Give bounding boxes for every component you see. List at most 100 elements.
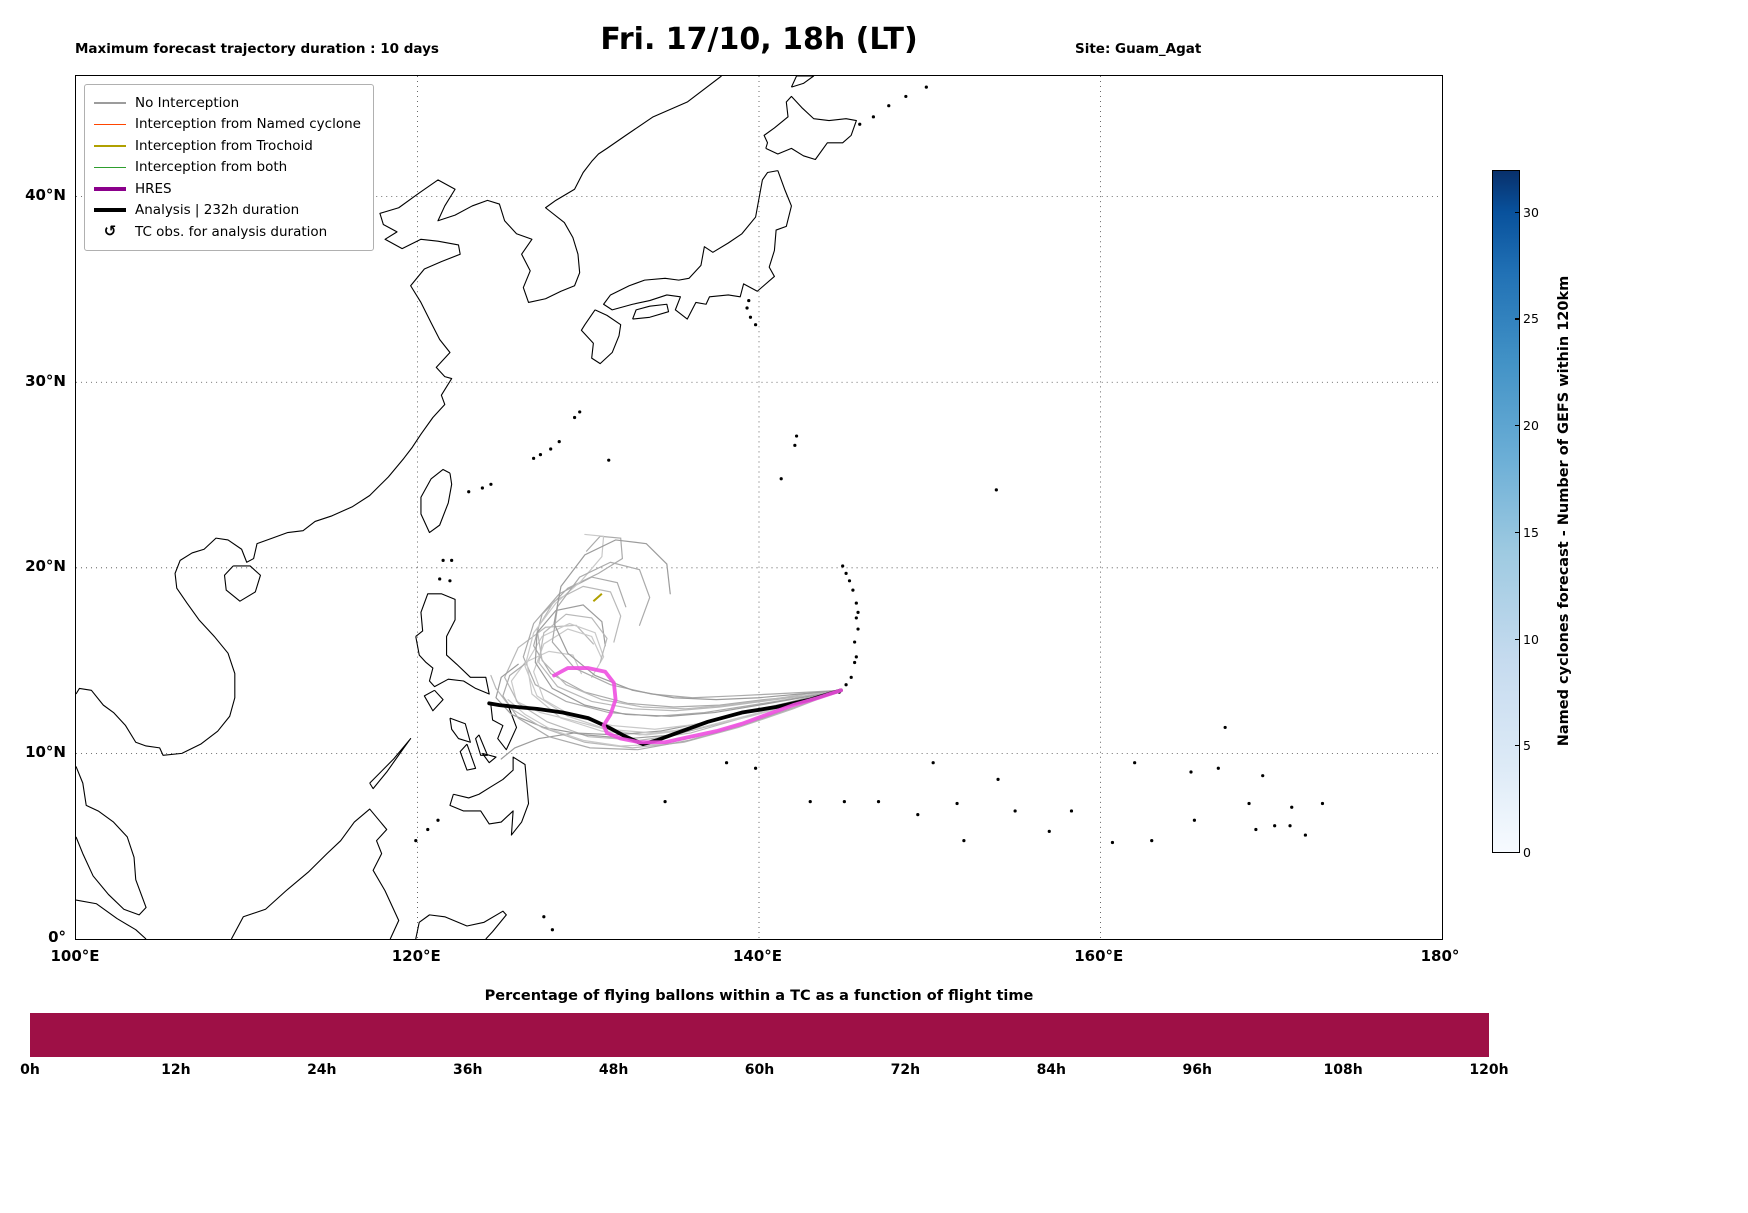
legend-label: No Interception [135, 94, 240, 111]
island-dot [550, 928, 554, 932]
island-dot [858, 122, 862, 126]
island-dot [426, 827, 430, 832]
island-dot [1013, 809, 1017, 813]
gefs-trajectory [522, 576, 842, 717]
colorbar [1492, 170, 1520, 853]
legend-item-hres: HRES [94, 178, 361, 200]
trochoid-mark [592, 593, 603, 602]
lat-tick-label: 30°N [25, 371, 66, 390]
legend-label: Analysis | 232h duration [135, 202, 300, 219]
gefs-trajectory [502, 661, 842, 751]
legend-item-named-cyclone: Interception from Named cyclone [94, 114, 361, 136]
island-dot [1223, 725, 1227, 730]
island-dot [994, 488, 998, 492]
coastline [223, 565, 261, 602]
island-dot [1254, 827, 1258, 832]
island-dot [856, 627, 860, 631]
island-dot [745, 306, 749, 310]
island-dot [438, 577, 442, 581]
gefs-trajectory [526, 622, 842, 736]
figure-title: Fri. 17/10, 18h (LT) [600, 22, 918, 57]
island-dot [1047, 829, 1051, 833]
island-dot [414, 839, 418, 843]
island-dot [441, 558, 445, 562]
island-dot [557, 440, 561, 444]
line-swatch [94, 123, 126, 125]
island-dot [844, 683, 848, 687]
line-swatch [94, 166, 126, 168]
lon-tick-label: 140°E [732, 947, 783, 965]
gefs-trajectory [538, 613, 842, 712]
island-dot [1110, 840, 1115, 845]
legend-item-analysis: Analysis | 232h duration [94, 200, 361, 222]
island-dot [849, 675, 853, 679]
gefs-trajectory [524, 533, 842, 734]
island-dot [1261, 774, 1265, 778]
island-dot [808, 800, 812, 804]
line-swatch [94, 208, 126, 213]
coastline [449, 756, 530, 836]
island-dot [854, 601, 858, 605]
line-swatch [94, 186, 126, 191]
island-dot [779, 477, 783, 481]
island-dot [436, 818, 440, 822]
map-panel: No Interception Interception from Named … [75, 75, 1443, 940]
coastline [490, 704, 518, 751]
bottom-chart-title: Percentage of flying ballons within a TC… [484, 988, 1034, 1004]
flight-time-tick-label: 60h [744, 1062, 775, 1078]
flight-time-tick-label: 120h [1469, 1062, 1509, 1078]
site-text: Site: Guam_Agat [1075, 41, 1202, 57]
coastline [423, 689, 444, 712]
island-dot [1216, 766, 1220, 770]
tc-obs-icon: ↺ [103, 222, 117, 241]
lon-tick-label: 120°E [391, 947, 441, 965]
island-dot [1133, 761, 1137, 765]
island-dot [854, 655, 858, 659]
coastline [415, 593, 490, 695]
line-swatch [94, 145, 126, 147]
island-dot [851, 588, 855, 592]
legend-item-tc-obs: ↺ TC obs. for analysis duration [94, 221, 361, 243]
flight-time-tick-label: 72h [890, 1062, 921, 1078]
island-dot [871, 115, 876, 119]
island-dot [847, 579, 852, 583]
coastline [632, 303, 670, 320]
island-dot [1273, 824, 1277, 828]
island-dot [532, 456, 536, 460]
island-dot [480, 486, 484, 490]
gefs-trajectory [536, 585, 842, 710]
flight-time-tick-label: 12h [161, 1062, 191, 1078]
legend-item-both: Interception from both [94, 157, 361, 179]
gefs-trajectory [490, 674, 842, 749]
island-dot [856, 610, 860, 614]
island-dot [1320, 801, 1325, 806]
lat-tick-label: 0° [48, 928, 66, 946]
coastline [76, 899, 147, 939]
island-dot [1290, 805, 1294, 809]
gefs-trajectory [551, 561, 842, 699]
island-dot [572, 415, 577, 420]
lat-tick-label: 20°N [25, 557, 66, 576]
island-dot [753, 766, 758, 770]
lon-tick-label: 180° [1420, 947, 1460, 965]
legend-label: Interception from Named cyclone [135, 116, 361, 133]
line-swatch [94, 102, 126, 104]
legend-label: TC obs. for analysis duration [135, 223, 328, 240]
island-dot [1069, 809, 1074, 813]
legend-item-no-interception: No Interception [94, 92, 361, 114]
map-legend: No Interception Interception from Named … [84, 84, 374, 251]
island-dot [753, 323, 758, 327]
legend-label: HRES [135, 180, 172, 197]
island-dot [962, 839, 966, 843]
flight-time-tick-label: 96h [1182, 1062, 1212, 1078]
lon-tick-label: 100°E [50, 947, 100, 965]
legend-label: Interception from Trochoid [135, 137, 313, 154]
hres-track [552, 666, 843, 745]
island-dot [841, 564, 845, 568]
coastline [76, 76, 722, 756]
flight-time-tick-label: 108h [1323, 1062, 1363, 1078]
coastline [449, 717, 471, 743]
island-dot [876, 800, 881, 804]
island-dot [1150, 839, 1154, 843]
island-dot [747, 298, 751, 303]
